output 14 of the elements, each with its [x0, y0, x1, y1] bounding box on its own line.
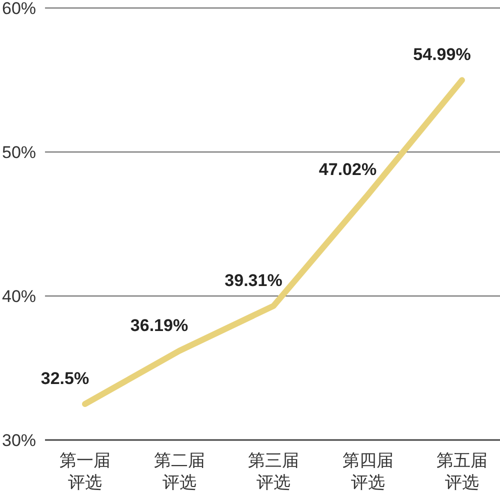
data-label: 54.99%: [413, 45, 471, 64]
x-tick-label: 第五届评选: [436, 451, 488, 493]
data-label: 39.31%: [224, 270, 282, 290]
y-tick-label: 30%: [2, 431, 36, 450]
x-tick-label: 第三届评选: [248, 451, 299, 493]
x-tick-label: 第一届评选: [60, 451, 110, 493]
y-tick-label: 40%: [2, 287, 36, 306]
y-tick-label: 50%: [2, 143, 36, 162]
data-label: 36.19%: [130, 316, 188, 335]
data-label: 47.02%: [318, 160, 377, 179]
data-label: 32.5%: [40, 369, 90, 388]
x-tick-label: 第二届评选: [154, 451, 205, 493]
x-tick-label: 第四届评选: [342, 451, 394, 493]
y-tick-label: 60%: [2, 0, 36, 18]
